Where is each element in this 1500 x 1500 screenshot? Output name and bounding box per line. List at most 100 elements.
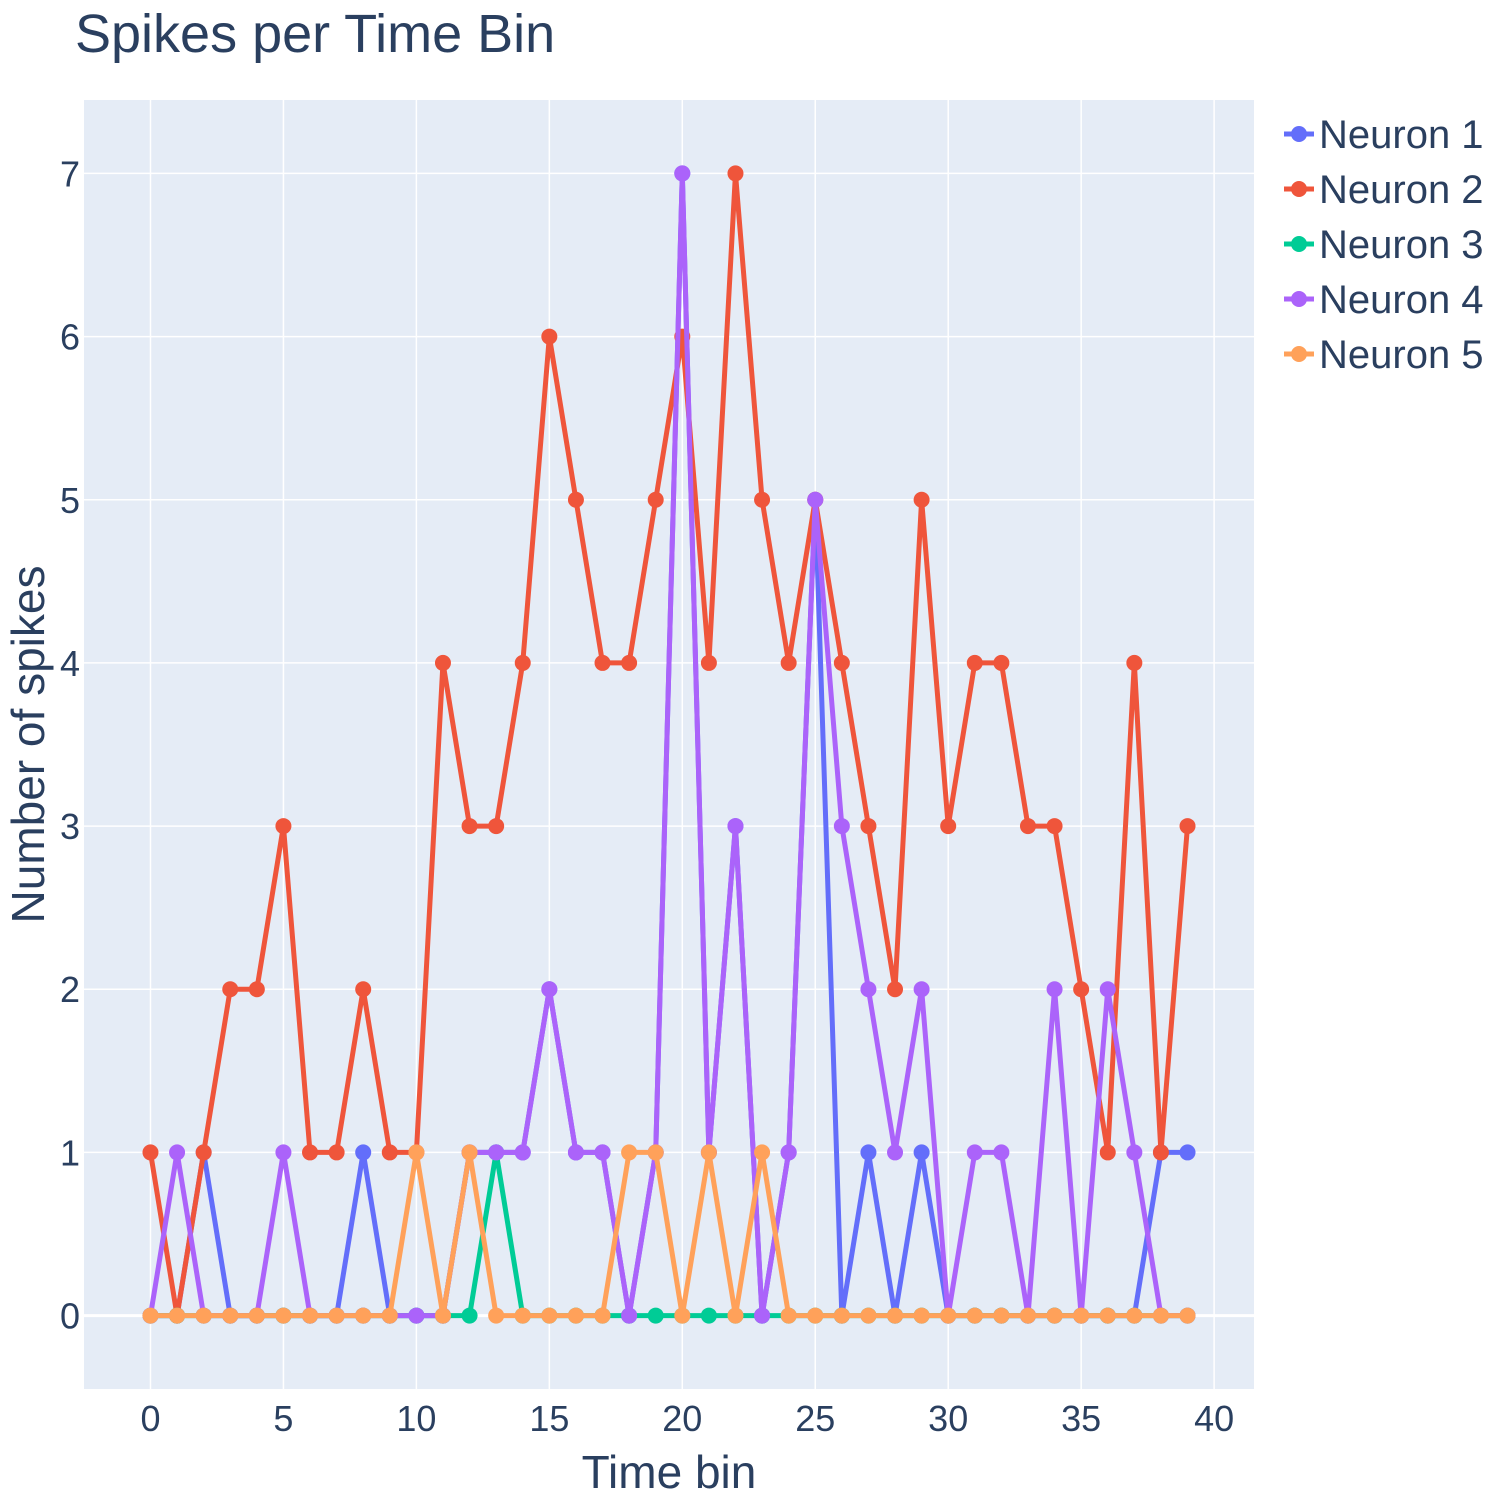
legend-swatch-marker — [1291, 291, 1307, 307]
data-point — [434, 654, 451, 671]
data-point — [727, 1307, 744, 1324]
data-point — [621, 654, 638, 671]
data-point — [860, 981, 877, 998]
data-point — [860, 1144, 877, 1161]
data-point — [541, 328, 558, 345]
data-point — [248, 981, 265, 998]
data-point — [647, 491, 664, 508]
data-point — [993, 1144, 1010, 1161]
data-point — [621, 1307, 638, 1324]
legend-item[interactable]: Neuron 3 — [1284, 223, 1484, 267]
data-point — [408, 1307, 425, 1324]
data-point — [1126, 1144, 1143, 1161]
data-point — [754, 1144, 771, 1161]
data-point — [567, 1144, 584, 1161]
data-point — [328, 1307, 345, 1324]
data-point — [647, 1144, 664, 1161]
data-point — [514, 1307, 531, 1324]
y-tick-label: 0 — [60, 1296, 80, 1337]
data-point — [833, 654, 850, 671]
data-point — [434, 1307, 451, 1324]
data-point — [541, 981, 558, 998]
data-point — [1046, 818, 1063, 835]
data-point — [275, 1144, 292, 1161]
series-5 — [142, 1144, 1196, 1324]
legend-label: Neuron 1 — [1319, 113, 1484, 157]
data-point — [887, 981, 904, 998]
data-point — [780, 654, 797, 671]
data-point — [142, 1307, 159, 1324]
data-point — [1073, 981, 1090, 998]
data-point — [355, 1144, 372, 1161]
data-point — [567, 1307, 584, 1324]
data-point — [700, 1144, 717, 1161]
data-point — [913, 1307, 930, 1324]
legend-swatch-marker — [1291, 181, 1307, 197]
x-tick-label: 5 — [273, 1398, 293, 1439]
data-point — [594, 1144, 611, 1161]
x-tick-label: 25 — [795, 1398, 835, 1439]
legend-item[interactable]: Neuron 4 — [1284, 278, 1484, 322]
legend-label: Neuron 2 — [1319, 168, 1484, 212]
y-tick-label: 5 — [60, 480, 80, 521]
y-tick-label: 3 — [60, 806, 80, 847]
data-point — [993, 1307, 1010, 1324]
chart-title: Spikes per Time Bin — [75, 4, 555, 64]
data-point — [355, 981, 372, 998]
y-tick-label: 7 — [60, 153, 80, 194]
legend-swatch-marker — [1291, 126, 1307, 142]
y-tick-label: 4 — [60, 643, 80, 684]
data-point — [913, 1144, 930, 1161]
data-point — [833, 1307, 850, 1324]
legend-label: Neuron 5 — [1319, 333, 1484, 377]
data-point — [541, 1307, 558, 1324]
legend-item[interactable]: Neuron 5 — [1284, 333, 1484, 377]
data-point — [488, 818, 505, 835]
data-point — [381, 1144, 398, 1161]
data-point — [1073, 1307, 1090, 1324]
data-point — [169, 1307, 186, 1324]
x-tick-label: 15 — [529, 1398, 569, 1439]
legend[interactable]: Neuron 1 Neuron 2 Neuron 3 Neuron 4 Neuron 5 — [1284, 113, 1484, 377]
legend-label: Neuron 3 — [1319, 223, 1484, 267]
data-point — [275, 818, 292, 835]
data-point — [1152, 1307, 1169, 1324]
data-point — [754, 491, 771, 508]
legend-item[interactable]: Neuron 1 — [1284, 113, 1484, 157]
x-tick-label: 0 — [140, 1398, 160, 1439]
legend-item[interactable]: Neuron 2 — [1284, 168, 1484, 212]
data-point — [142, 1144, 159, 1161]
series-group — [142, 165, 1196, 1324]
data-point — [780, 1144, 797, 1161]
data-point — [807, 491, 824, 508]
data-point — [913, 981, 930, 998]
data-point — [355, 1307, 372, 1324]
y-tick-label: 6 — [60, 317, 80, 358]
data-point — [195, 1307, 212, 1324]
data-point — [940, 1307, 957, 1324]
data-point — [169, 1144, 186, 1161]
data-point — [1099, 981, 1116, 998]
data-point — [993, 654, 1010, 671]
data-point — [833, 818, 850, 835]
data-point — [222, 981, 239, 998]
series-line — [150, 1149, 1188, 1319]
data-point — [860, 818, 877, 835]
data-point — [966, 1144, 983, 1161]
x-axis-title: Time bin — [582, 1446, 757, 1498]
data-point — [594, 1307, 611, 1324]
data-point — [381, 1307, 398, 1324]
x-tick-label: 20 — [662, 1398, 702, 1439]
legend-label: Neuron 4 — [1319, 278, 1484, 322]
data-point — [488, 1144, 505, 1161]
data-point — [1046, 1307, 1063, 1324]
x-tick-label: 10 — [396, 1398, 436, 1439]
data-point — [328, 1144, 345, 1161]
data-point — [780, 1307, 797, 1324]
data-point — [275, 1307, 292, 1324]
data-point — [1126, 1307, 1143, 1324]
data-point — [594, 654, 611, 671]
y-axis-title: Number of spikes — [2, 566, 54, 924]
data-point — [913, 491, 930, 508]
